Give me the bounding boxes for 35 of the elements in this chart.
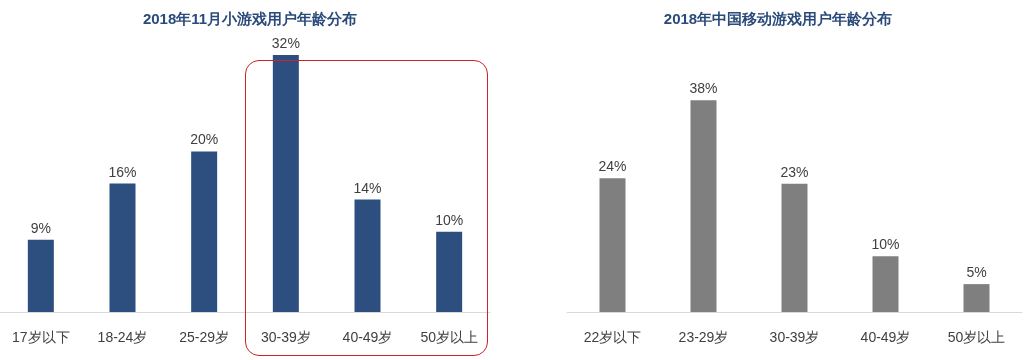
data-label: 23% [780, 163, 809, 180]
x-tick-label: 30-39岁 [769, 329, 820, 345]
bar [872, 256, 899, 312]
data-label: 5% [966, 264, 987, 281]
bar [963, 284, 990, 312]
x-tick-label: 50岁以上 [947, 329, 1006, 345]
x-tick-label: 23-29岁 [678, 329, 729, 345]
data-label: 14% [353, 179, 382, 196]
x-tick-label: 17岁以下 [12, 329, 70, 345]
data-label: 10% [435, 211, 464, 228]
data-label: 16% [108, 163, 137, 180]
data-label: 38% [689, 80, 718, 97]
bar [599, 178, 626, 312]
x-tick-label: 22岁以下 [583, 329, 642, 345]
bar [191, 151, 218, 312]
bar [109, 183, 136, 312]
bar [781, 183, 808, 312]
bar [272, 55, 299, 312]
data-label: 24% [598, 158, 627, 175]
x-tick-label: 50岁以上 [420, 329, 478, 345]
x-tick-label: 40-49岁 [342, 329, 393, 345]
bar [690, 100, 717, 312]
bar [27, 239, 54, 312]
chart-title: 2018年11月小游戏用户年龄分布 [142, 10, 358, 27]
data-label: 9% [30, 219, 51, 236]
chart-title: 2018年中国移动游戏用户年龄分布 [663, 10, 893, 27]
bar [436, 231, 463, 312]
x-tick-label: 18-24岁 [97, 329, 148, 345]
data-label: 20% [190, 131, 219, 148]
data-label: 32% [271, 35, 300, 52]
x-tick-label: 25-29岁 [179, 329, 230, 345]
x-tick-label: 30-39岁 [260, 329, 311, 345]
x-tick-label: 40-49岁 [860, 329, 911, 345]
data-label: 10% [871, 236, 900, 253]
bar [354, 199, 381, 312]
